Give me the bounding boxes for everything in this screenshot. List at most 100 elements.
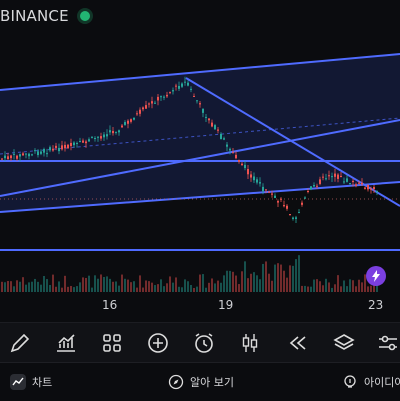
volume-bar	[331, 287, 333, 292]
volume-bar	[283, 270, 285, 292]
volume-bar	[121, 274, 123, 292]
channel-lower-line	[0, 181, 400, 213]
volume-bar	[10, 281, 12, 292]
candle-body	[283, 205, 285, 207]
volume-bar	[376, 284, 378, 292]
candle-body	[274, 195, 276, 198]
volume-bar	[358, 279, 360, 292]
volume-bar	[367, 286, 369, 292]
candle-body	[127, 120, 129, 124]
volume-bar	[148, 281, 150, 292]
volume-bar	[226, 270, 228, 292]
flash-badge[interactable]	[366, 266, 386, 286]
volume-bar	[244, 261, 246, 292]
pen-icon[interactable]	[8, 331, 32, 355]
candle-body	[16, 155, 18, 159]
candle-body	[4, 155, 6, 159]
candle-body	[229, 148, 231, 151]
volume-bar	[19, 281, 21, 292]
volume-bar	[151, 282, 153, 292]
nav-label: 차트	[32, 376, 53, 389]
candle-body	[37, 151, 39, 156]
volume-bar	[184, 279, 186, 292]
volume-bar	[103, 276, 105, 292]
candle-body	[364, 187, 366, 189]
volume-bar	[64, 275, 66, 292]
candlestick-icon[interactable]	[238, 331, 262, 355]
volume-bar	[16, 280, 18, 292]
price-chart[interactable]	[0, 34, 400, 296]
volume-bar	[142, 287, 144, 292]
candle-body	[7, 156, 9, 160]
candle-body	[97, 136, 99, 138]
candles-group	[1, 76, 378, 223]
candle-body	[64, 144, 66, 149]
candle-body	[115, 131, 117, 133]
candle-body	[250, 174, 252, 178]
volume-bar	[46, 279, 48, 292]
candle-body	[355, 184, 357, 186]
candle-body	[88, 139, 90, 142]
candle-body	[157, 96, 159, 101]
plus-circle-icon[interactable]	[146, 331, 170, 355]
candle-body	[304, 197, 306, 199]
candle-body	[121, 125, 123, 128]
volume-bar	[349, 279, 351, 292]
nav-chart[interactable]: 차트	[10, 373, 52, 391]
volume-bar	[169, 276, 171, 292]
exchange-name[interactable]: BINANCE	[0, 7, 69, 25]
volume-bar	[247, 278, 249, 292]
volume-bar	[76, 286, 78, 292]
volume-bar	[115, 281, 117, 292]
volume-bar	[289, 265, 291, 292]
volume-bar	[73, 287, 75, 292]
chart-canvas[interactable]	[0, 34, 400, 296]
top-bar: BINANCE	[0, 0, 400, 34]
volume-bar	[211, 278, 213, 292]
volume-bar	[55, 286, 57, 292]
volume-bar	[157, 284, 159, 292]
candle-body	[226, 144, 228, 147]
volume-bar	[217, 280, 219, 292]
candle-body	[13, 153, 15, 155]
volume-bar	[334, 284, 336, 292]
candle-body	[166, 94, 168, 97]
candle-body	[259, 182, 261, 184]
nav-explore[interactable]: 알아 보기	[168, 373, 234, 391]
candle-body	[316, 185, 318, 187]
layers-icon[interactable]	[332, 331, 356, 355]
rising-trend-line	[0, 119, 400, 197]
candle-body	[199, 103, 201, 105]
volume-bar	[31, 281, 33, 292]
candle-body	[307, 191, 309, 193]
volume-bar	[154, 285, 156, 292]
volume-bar	[139, 275, 141, 292]
candle-body	[334, 173, 336, 177]
volume-bar	[250, 273, 252, 292]
candle-body	[331, 176, 333, 178]
candle-body	[73, 142, 75, 146]
candle-body	[184, 81, 186, 83]
volume-bar	[118, 285, 120, 292]
candle-body	[268, 191, 270, 193]
settings-sliders-icon[interactable]	[376, 331, 400, 355]
volume-bar	[280, 264, 282, 292]
channel-upper-line	[0, 53, 400, 91]
candle-body	[61, 145, 63, 150]
volume-bar	[130, 282, 132, 292]
volume-bar	[241, 271, 243, 292]
rewind-icon[interactable]	[286, 331, 310, 355]
candle-body	[181, 83, 183, 87]
volume-bar	[136, 287, 138, 292]
grid-icon[interactable]	[100, 331, 124, 355]
volume-bar	[25, 284, 27, 292]
volume-bar	[199, 274, 201, 292]
alarm-clock-icon[interactable]	[192, 331, 216, 355]
candle-body	[193, 95, 195, 97]
candle-body	[322, 176, 324, 178]
trend-chart-icon[interactable]	[54, 331, 78, 355]
volume-bar	[1, 281, 3, 292]
candle-body	[319, 179, 321, 184]
candle-body	[217, 129, 219, 131]
nav-ideas[interactable]: 아이디어	[342, 373, 400, 391]
